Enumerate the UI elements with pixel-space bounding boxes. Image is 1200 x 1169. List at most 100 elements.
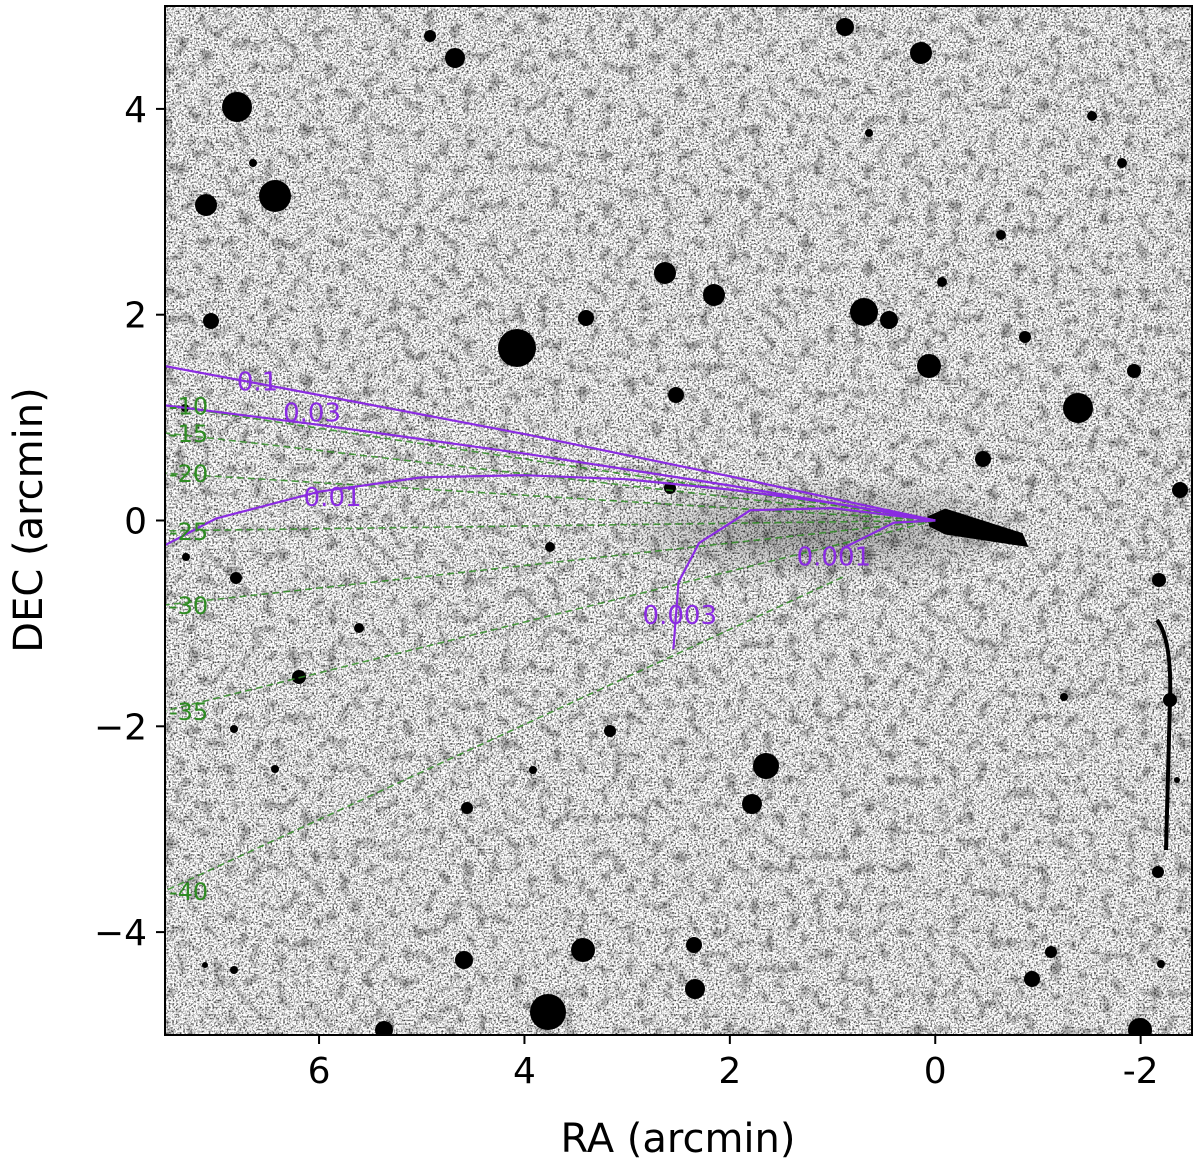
star (1019, 331, 1031, 343)
y-tick-label: −4 (94, 913, 147, 954)
star (668, 387, 684, 403)
x-tick-label: 4 (513, 1051, 536, 1092)
star (498, 329, 536, 367)
comet-coma (600, 475, 1040, 585)
comet-tail (927, 508, 1029, 548)
y-tick-label: 2 (124, 296, 147, 337)
star (850, 298, 878, 326)
y-axis-ticks: 4 2 0 −2 −4 (94, 90, 165, 954)
synchrone-label: -25 (169, 518, 208, 546)
star (1060, 693, 1068, 701)
synchrone-label: -30 (169, 592, 208, 620)
synchrone-label: -40 (169, 878, 208, 906)
syndyne-line (165, 474, 936, 547)
synchrone-line (165, 472, 936, 522)
star (1024, 971, 1040, 987)
star (917, 354, 941, 378)
star (375, 1021, 393, 1035)
synchrone-labels: -10-15 -20 -25 -30 -35 -40 (169, 392, 208, 906)
x-axis-ticks: 6 4 2 0 -2 (308, 1035, 1159, 1092)
star (654, 262, 676, 284)
synchrone-label: -15 (169, 420, 208, 448)
star (461, 802, 473, 814)
star (271, 765, 279, 773)
synchrone-label: -35 (169, 698, 208, 726)
plot-area: -10-15-20-25-30-35-40 0.10.030.010.0030.… (165, 6, 1192, 1035)
syndyne-line (165, 365, 936, 522)
x-tick-label: 0 (924, 1051, 947, 1092)
star (545, 542, 555, 552)
star (529, 766, 537, 774)
star (1117, 158, 1127, 168)
syndyne-label: 0.001 (797, 543, 871, 573)
synchrone-line (165, 576, 844, 892)
x-tick-label: 6 (308, 1051, 331, 1092)
star (1174, 777, 1180, 783)
star (230, 572, 242, 584)
star (1152, 573, 1166, 587)
syndyne-lines (165, 365, 936, 650)
star-field (181, 18, 1188, 1035)
star (1128, 1018, 1152, 1035)
star (578, 310, 594, 326)
synchrone-line (165, 519, 936, 532)
star (865, 129, 873, 137)
y-tick-label: −2 (94, 707, 147, 748)
star (354, 623, 364, 633)
star (222, 92, 252, 122)
star (836, 18, 854, 36)
star (1045, 946, 1057, 958)
star (742, 794, 762, 814)
star (424, 30, 436, 42)
star (249, 159, 257, 167)
star (530, 994, 566, 1030)
star (259, 180, 291, 212)
star (1063, 393, 1093, 423)
syndyne-label: 0.01 (304, 483, 362, 513)
star (182, 553, 190, 561)
star (975, 451, 991, 467)
star (230, 725, 238, 733)
syndyne-label: 0.03 (283, 398, 341, 428)
x-axis-label: RA (arcmin) (561, 1116, 796, 1162)
star (1087, 111, 1097, 121)
star (1172, 482, 1188, 498)
star (685, 979, 705, 999)
synchrone-label: -20 (169, 460, 208, 488)
star (195, 194, 217, 216)
syndyne-labels: 0.10.03 0.01 0.003 0.001 (237, 368, 871, 632)
star (455, 951, 473, 969)
star (202, 962, 208, 968)
syndyne-label: 0.1 (237, 368, 278, 398)
satellite-trail (1155, 618, 1173, 851)
star (230, 966, 238, 974)
star (937, 277, 947, 287)
y-axis-label: DEC (arcmin) (6, 387, 52, 652)
star (571, 938, 595, 962)
star (1152, 866, 1164, 878)
syndyne-line (672, 507, 936, 650)
syndyne-line (165, 404, 936, 522)
star (703, 284, 725, 306)
star (880, 311, 898, 329)
synchrone-label: -10 (169, 392, 208, 420)
star (445, 48, 465, 68)
star (1127, 364, 1141, 378)
y-tick-label: 0 (124, 502, 147, 543)
star (753, 753, 779, 779)
star (686, 937, 702, 953)
x-tick-label: -2 (1123, 1051, 1159, 1092)
star (203, 313, 219, 329)
star (996, 230, 1006, 240)
x-tick-label: 2 (718, 1051, 741, 1092)
synchrone-line (165, 519, 936, 712)
synchrone-line (165, 519, 936, 606)
syndyne-label: 0.003 (643, 601, 717, 631)
star (1157, 960, 1165, 968)
star (910, 42, 932, 64)
synchrone-line (165, 404, 936, 522)
syndyne-line (842, 519, 936, 550)
star (604, 725, 616, 737)
y-tick-label: 4 (124, 90, 147, 131)
